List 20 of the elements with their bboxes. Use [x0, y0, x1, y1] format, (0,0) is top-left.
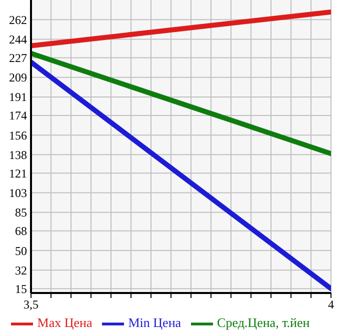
x-tick-label: 4 — [328, 298, 334, 312]
legend-label: Max Цена — [37, 314, 92, 330]
legend-label: Сред.Цена, т.йен — [217, 314, 310, 330]
y-tick-label: 103 — [9, 186, 27, 200]
y-tick-label: 15 — [15, 282, 27, 296]
legend-label: Min Цена — [128, 314, 182, 330]
y-tick-label: 68 — [15, 224, 27, 238]
y-tick-label: 227 — [9, 50, 27, 65]
y-tick-label: 244 — [9, 32, 27, 46]
y-tick-label: 156 — [9, 128, 27, 142]
y-tick-label: 262 — [9, 12, 27, 27]
y-tick-label: 32 — [15, 263, 27, 278]
y-tick-label: 85 — [15, 206, 27, 220]
y-tick-label: 50 — [15, 244, 27, 258]
y-tick-label: 174 — [9, 108, 27, 123]
y-tick-label: 191 — [9, 90, 27, 104]
y-tick-label: 121 — [9, 166, 27, 180]
y-tick-label: 209 — [9, 70, 27, 85]
x-tick-label: 3,5 — [24, 298, 38, 312]
y-tick-label: 138 — [9, 148, 27, 162]
